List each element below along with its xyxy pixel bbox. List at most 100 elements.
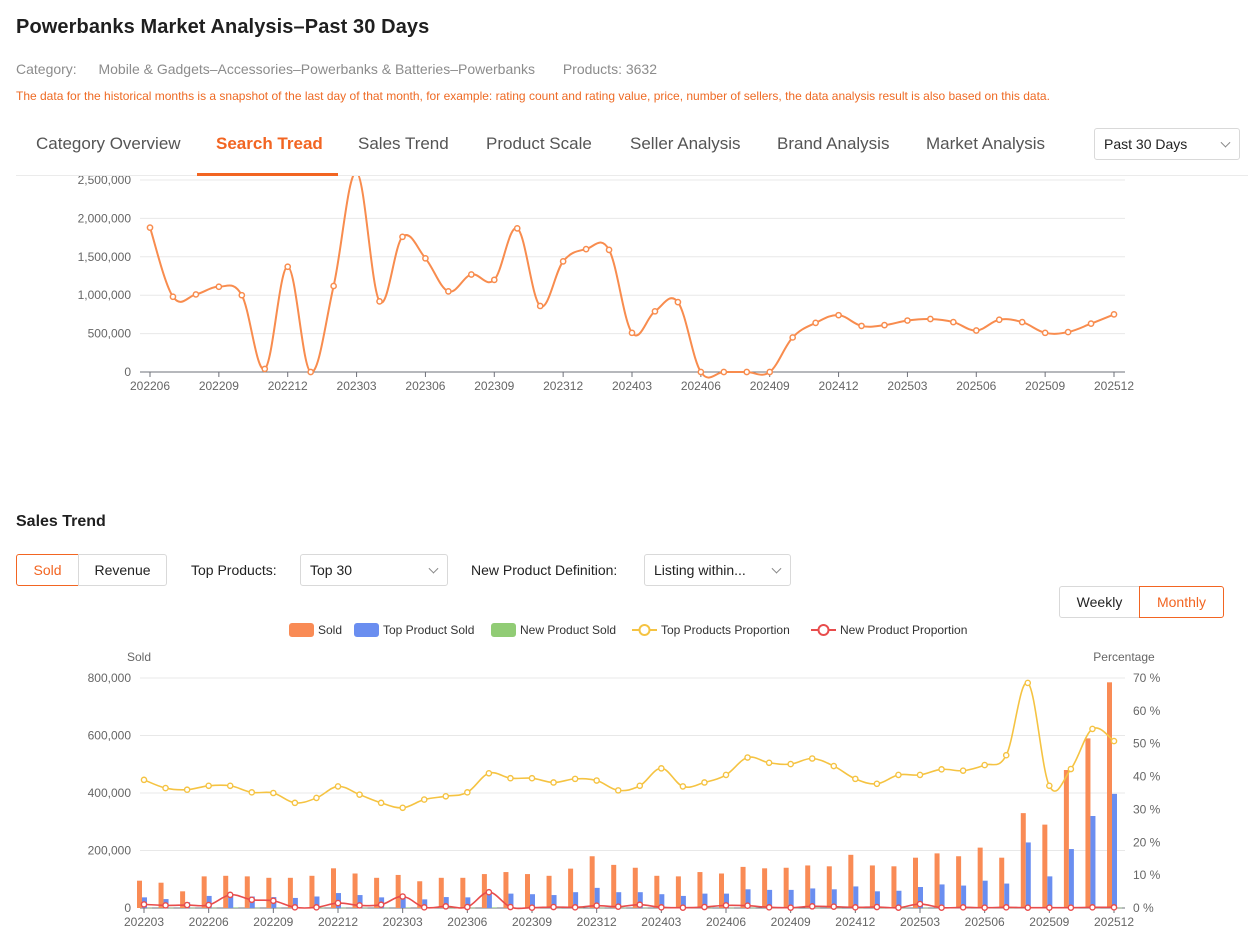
sold-button[interactable]: Sold <box>16 554 79 586</box>
top-product-sold-bar <box>573 892 579 908</box>
new-product-sold-bar <box>642 907 648 909</box>
new-product-proportion-point <box>464 903 471 911</box>
top-products-proportion-point <box>140 776 148 784</box>
top-products-proportion-point <box>270 789 277 797</box>
new-product-sold-bar <box>233 907 239 908</box>
top-products-proportion-point <box>895 771 902 779</box>
sold-bar <box>719 873 724 908</box>
new-product-sold-bar <box>621 907 627 909</box>
period-select-value: Past 30 Days <box>1104 136 1188 152</box>
top-product-sold-bar <box>1047 876 1053 908</box>
search-data-point <box>536 302 544 310</box>
sold-bar <box>525 874 530 908</box>
sales-y-tick-label: 400,000 <box>88 786 132 800</box>
tab-market-analysis[interactable]: Market Analysis <box>926 134 1046 153</box>
top-product-sold-bar <box>530 894 535 908</box>
top-products-proportion-point <box>399 804 406 812</box>
new-product-sold-bar <box>319 907 325 909</box>
top-product-sold-bar <box>637 892 643 908</box>
new-product-definition-select[interactable]: Listing within... <box>644 554 791 586</box>
sold-bar <box>762 868 768 908</box>
new-product-proportion-point <box>528 904 536 911</box>
top-products-select[interactable]: Top 30 <box>300 554 448 586</box>
top-product-sold-bar <box>616 892 622 908</box>
sales-x-tick-label: 202412 <box>835 915 875 929</box>
top-product-sold-bar <box>486 891 492 908</box>
search-data-point <box>376 297 383 305</box>
new-product-sold-bar <box>254 907 260 909</box>
sales-y-tick-label: 600,000 <box>88 729 132 743</box>
revenue-button[interactable]: Revenue <box>78 554 167 586</box>
y-axis-title-left: Sold <box>127 650 151 664</box>
top-product-sold-bar <box>853 886 859 908</box>
new-product-sold-bar <box>362 907 368 909</box>
new-product-proportion-point <box>550 903 557 911</box>
new-product-definition-label: New Product Definition: <box>471 562 618 578</box>
top-products-proportion-point <box>852 775 859 783</box>
tab-seller-analysis[interactable]: Seller Analysis <box>630 134 741 153</box>
sold-bar <box>783 867 789 908</box>
top-products-proportion-point <box>485 769 493 777</box>
search-data-point <box>789 334 797 341</box>
search-data-point <box>146 224 154 231</box>
search-x-tick-label: 202412 <box>819 379 859 393</box>
sold-bar <box>891 866 897 908</box>
top-products-proportion-point <box>593 777 600 784</box>
sold-bar <box>1020 813 1026 908</box>
sales-y2-tick-label: 60 % <box>1133 704 1161 718</box>
top-product-sold-bar <box>357 895 363 908</box>
new-product-sold-bar <box>707 907 713 909</box>
tab-category-overview[interactable]: Category Overview <box>36 134 181 153</box>
search-data-point <box>490 276 498 284</box>
top-products-proportion-point <box>377 799 385 807</box>
tab-product-scale[interactable]: Product Scale <box>486 134 592 153</box>
monthly-button[interactable]: Monthly <box>1139 586 1224 618</box>
new-product-proportion-point <box>787 904 794 911</box>
top-products-proportion-point <box>787 760 794 768</box>
sales-x-tick-label: 202406 <box>706 915 746 929</box>
top-product-sold-bar <box>896 890 902 908</box>
search-data-point <box>307 368 315 376</box>
top-products-proportion-point <box>313 794 320 802</box>
search-data-point <box>1018 318 1026 326</box>
search-data-point <box>582 245 590 253</box>
top-product-sold-bar <box>982 880 988 908</box>
search-data-point <box>399 233 406 241</box>
top-product-sold-bar <box>918 887 923 908</box>
sold-bar <box>137 880 142 908</box>
new-product-sold-bar <box>599 907 605 909</box>
search-data-point <box>513 225 521 232</box>
search-x-tick-label: 202206 <box>130 379 170 393</box>
sold-bar <box>675 876 681 908</box>
search-data-point <box>1110 311 1118 318</box>
tab-search-tread[interactable]: Search Tread <box>216 134 323 153</box>
top-product-sold-bar <box>228 895 234 908</box>
chevron-down-icon <box>1220 137 1231 148</box>
sold-bar <box>1063 770 1069 908</box>
top-products-value: Top 30 <box>310 562 353 578</box>
search-x-tick-label: 202403 <box>612 379 652 393</box>
search-x-tick-label: 202212 <box>268 379 308 393</box>
search-trend-chart: 0 500,000 1,000,000 1,500,000 2,000,000 2,500… <box>78 176 1134 393</box>
new-product-proportion-point <box>1089 904 1096 911</box>
period-select[interactable]: Past 30 Days <box>1094 128 1240 160</box>
top-products-proportion-point <box>830 762 838 770</box>
search-y-tick-label: 2,000,000 <box>78 211 132 225</box>
top-product-sold-bar <box>551 895 557 908</box>
tab-brand-analysis[interactable]: Brand Analysis <box>777 134 890 153</box>
search-data-point <box>766 368 774 376</box>
search-y-tick-label: 2,500,000 <box>78 176 132 187</box>
sales-y2-tick-label: 50 % <box>1133 737 1161 751</box>
search-data-point <box>628 329 636 337</box>
search-data-point <box>812 319 819 327</box>
new-product-sold-bar <box>578 907 584 909</box>
sold-bar <box>546 875 552 908</box>
products-count: 3632 <box>625 61 658 77</box>
top-products-proportion-line <box>143 682 1115 809</box>
tab-sales-trend[interactable]: Sales Trend <box>358 134 449 153</box>
top-product-sold-bar <box>659 894 665 908</box>
weekly-button[interactable]: Weekly <box>1059 586 1140 618</box>
sold-bar <box>826 866 832 908</box>
sold-bar <box>266 877 272 908</box>
top-product-sold-bar <box>314 896 320 908</box>
